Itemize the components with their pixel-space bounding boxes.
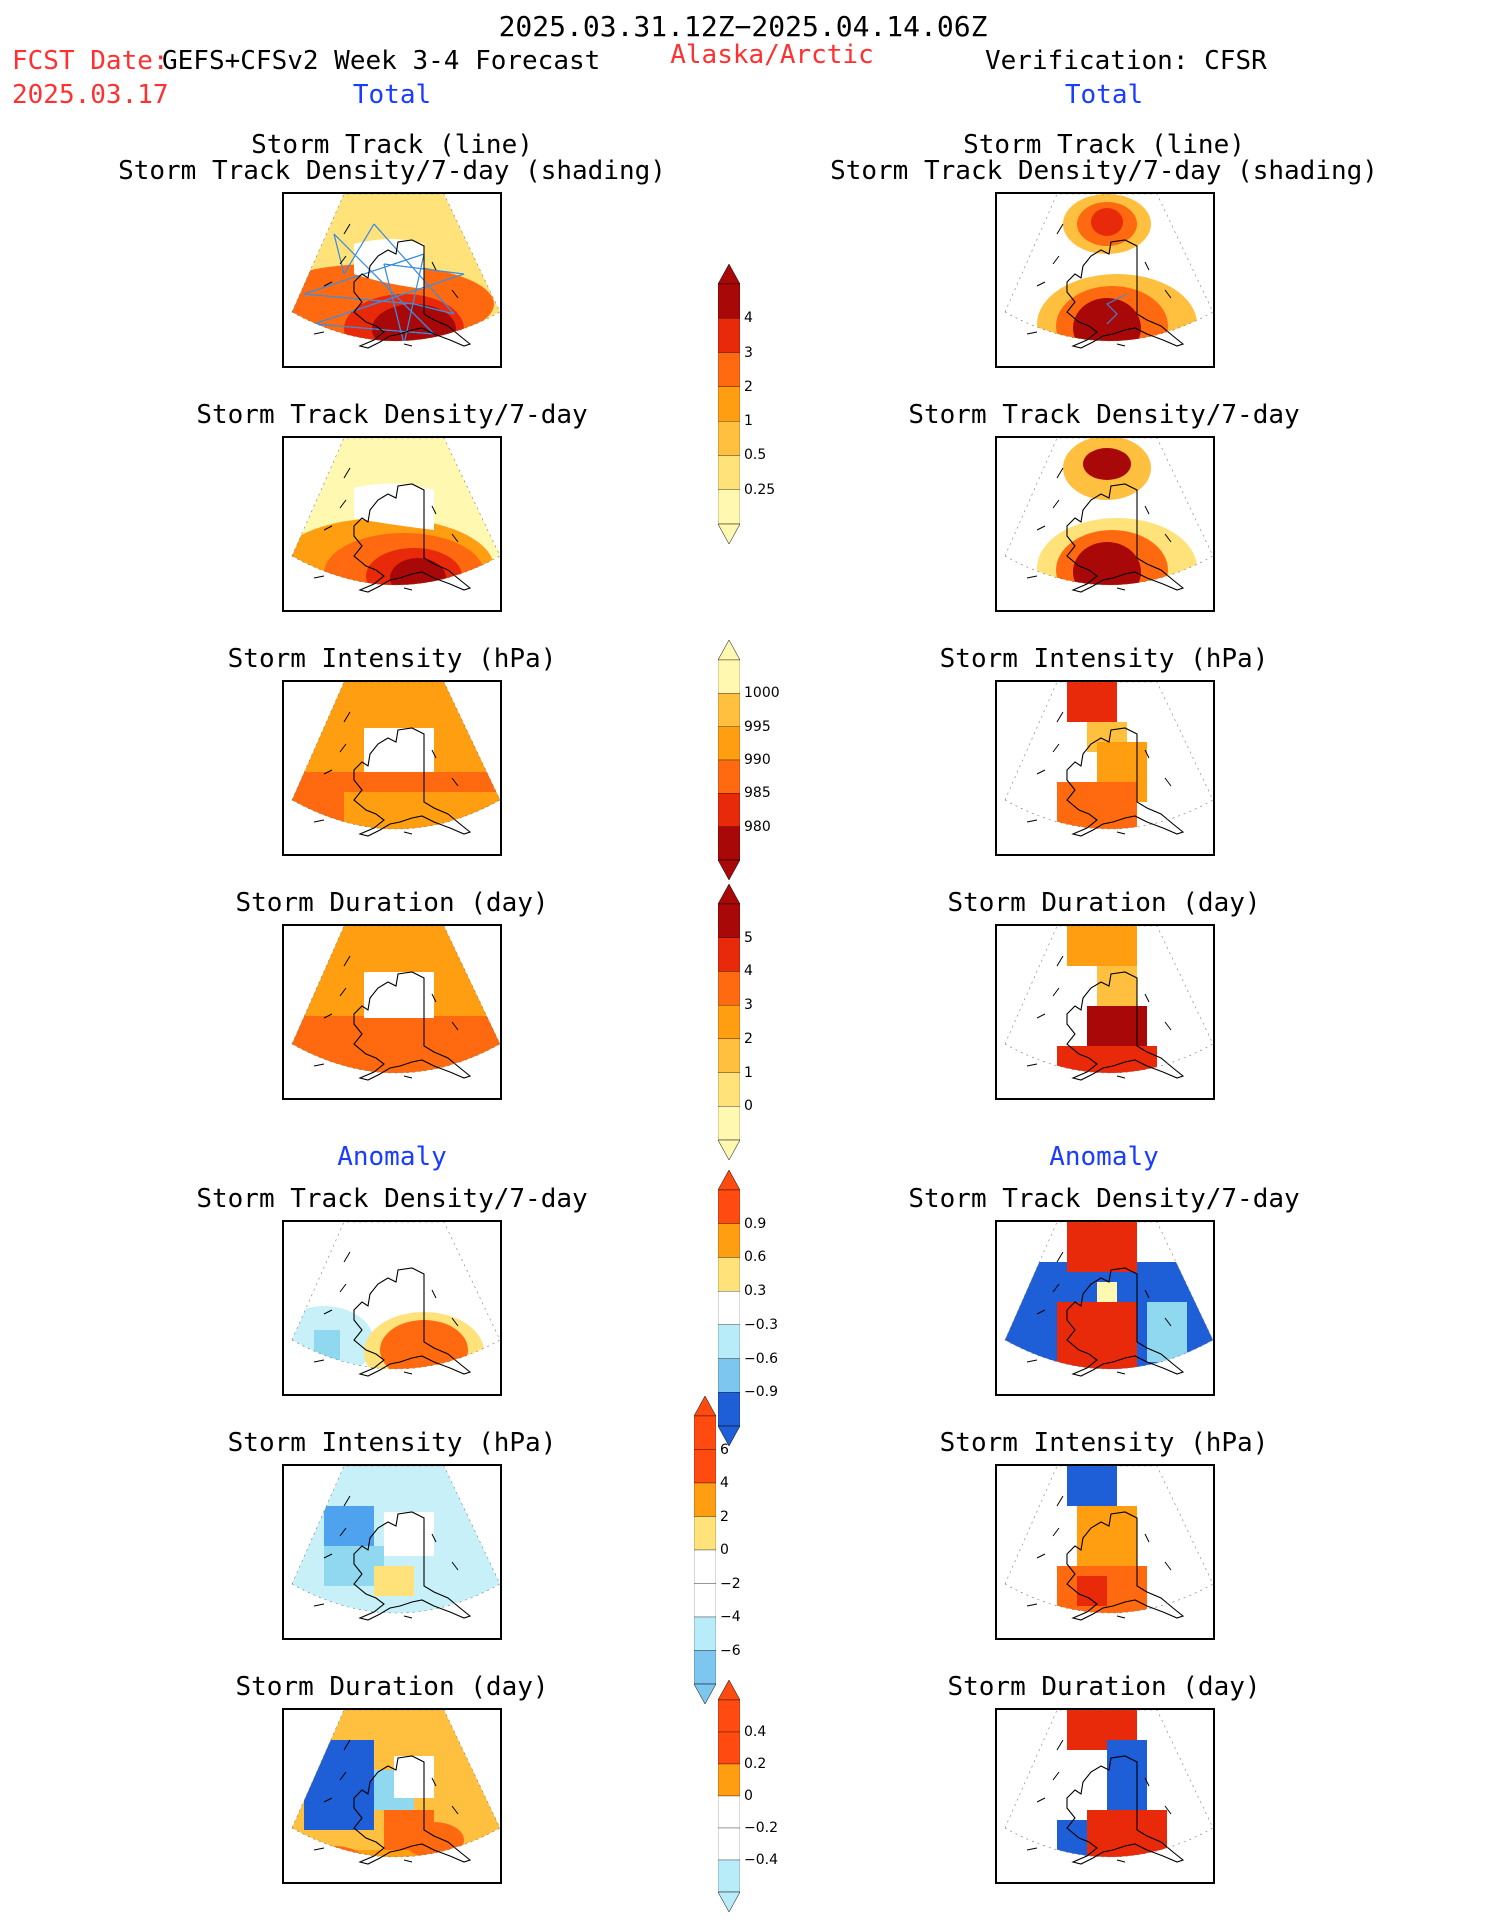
- colorbar-tick-label: 1: [744, 413, 753, 430]
- colorbar-density-anom: 0.9 0.6 0.3 −0.3 −0.6 −0.9: [718, 1170, 788, 1446]
- colorbar-intensity-anom: 6 4 2 0 −2 −4 −6: [694, 1396, 764, 1704]
- colorbar-tick-label: 6: [720, 1441, 729, 1458]
- colorbar-tick-label: 4: [744, 310, 753, 327]
- colorbar-tick-label: 0.3: [744, 1283, 767, 1300]
- map-anom-intensity-verification: [995, 1464, 1215, 1640]
- map-track-forecast: [282, 192, 502, 368]
- colorbar-tick-label: 1: [744, 1064, 753, 1081]
- map-anom-intensity-forecast: [282, 1464, 502, 1640]
- title-intensity-left: Storm Intensity (hPa): [227, 644, 557, 674]
- colorbar-tick-label: 0.4: [744, 1724, 767, 1740]
- map-intensity-forecast: [282, 680, 502, 856]
- title-intensity-right: Storm Intensity (hPa): [939, 644, 1269, 674]
- title-track-line-left: Storm Track (line): [251, 130, 533, 160]
- colorbar-tick-label: 995: [744, 718, 771, 735]
- colorbar-tick-label: 0.25: [744, 481, 776, 498]
- colorbar-tick-label: 0: [744, 1098, 753, 1115]
- colorbar-tick-label: 985: [744, 785, 771, 802]
- section-anomaly-right: Anomaly: [1049, 1142, 1159, 1172]
- colorbar-tick-label: 4: [744, 963, 753, 980]
- colorbar-tick-label: 0: [744, 1788, 753, 1804]
- map-track-verification: [995, 192, 1215, 368]
- title-anom-duration-right: Storm Duration (day): [947, 1672, 1261, 1702]
- map-duration-verification: [995, 924, 1215, 1100]
- map-duration-forecast: [282, 924, 502, 1100]
- title-anom-intensity-left: Storm Intensity (hPa): [227, 1428, 557, 1458]
- colorbar-duration-total: 5 4 3 2 1 0: [718, 884, 788, 1160]
- colorbar-tick-label: −6: [720, 1642, 741, 1659]
- map-anom-density-forecast: [282, 1220, 502, 1396]
- title-density-left: Storm Track Density/7-day: [196, 400, 588, 430]
- colorbar-tick-label: 4: [720, 1475, 729, 1491]
- title-anom-density-right: Storm Track Density/7-day: [908, 1184, 1300, 1214]
- map-density-verification: [995, 436, 1215, 612]
- colorbar-tick-label: −0.9: [744, 1384, 778, 1401]
- map-density-forecast: [282, 436, 502, 612]
- colorbar-tick-label: −0.6: [744, 1350, 778, 1367]
- section-total-right: Total: [1064, 80, 1144, 110]
- colorbar-tick-label: 2: [744, 1030, 753, 1047]
- title-track-shading-left: Storm Track Density/7-day (shading): [118, 156, 666, 186]
- colorbar-tick-label: 980: [744, 818, 771, 835]
- section-anomaly-left: Anomaly: [337, 1142, 447, 1172]
- title-track-shading-right: Storm Track Density/7-day (shading): [830, 156, 1378, 186]
- title-anom-intensity-right: Storm Intensity (hPa): [939, 1428, 1269, 1458]
- colorbar-tick-label: 2: [744, 378, 753, 395]
- map-anom-duration-verification: [995, 1708, 1215, 1884]
- colorbar-tick-label: −0.3: [744, 1316, 778, 1333]
- colorbar-tick-label: 1000: [744, 685, 780, 702]
- colorbar-intensity-total: 1000 995 990 985 980: [718, 640, 788, 880]
- title-duration-left: Storm Duration (day): [235, 888, 549, 918]
- title-duration-right: Storm Duration (day): [947, 888, 1261, 918]
- colorbar-density-total: 4 3 2 1 0.5 0.25: [718, 264, 788, 544]
- map-anom-duration-forecast: [282, 1708, 502, 1884]
- colorbar-tick-label: 5: [744, 929, 753, 946]
- period-title: 2025.03.31.12Z−2025.04.14.06Z: [498, 10, 988, 43]
- fcst-date: 2025.03.17: [12, 80, 169, 110]
- fcst-label: FCST Date:: [12, 46, 169, 76]
- colorbar-tick-label: 3: [744, 997, 753, 1014]
- colorbar-tick-label: −4: [720, 1609, 741, 1625]
- colorbar-tick-label: 0: [720, 1542, 729, 1558]
- verification-label: Verification: CFSR: [985, 46, 1267, 76]
- colorbar-tick-label: −2: [720, 1575, 741, 1592]
- colorbar-tick-label: 0.2: [744, 1756, 767, 1772]
- colorbar-tick-label: −0.4: [744, 1852, 778, 1868]
- map-anom-density-verification: [995, 1220, 1215, 1396]
- fcst-model: GEFS+CFSv2 Week 3-4 Forecast: [162, 46, 601, 76]
- colorbar-tick-label: −0.2: [744, 1820, 778, 1836]
- section-total-left: Total: [352, 80, 432, 110]
- colorbar-tick-label: 0.9: [744, 1215, 767, 1232]
- title-anom-density-left: Storm Track Density/7-day: [196, 1184, 588, 1214]
- colorbar-tick-label: 0.5: [744, 447, 767, 464]
- title-anom-duration-left: Storm Duration (day): [235, 1672, 549, 1702]
- colorbar-tick-label: 2: [720, 1508, 729, 1525]
- title-track-line-right: Storm Track (line): [963, 130, 1245, 160]
- colorbar-duration-anom: 0.4 0.2 0 −0.2 −0.4: [718, 1680, 788, 1912]
- colorbar-tick-label: 3: [744, 344, 753, 361]
- region-label: Alaska/Arctic: [670, 40, 874, 70]
- map-intensity-verification: [995, 680, 1215, 856]
- colorbar-tick-label: 0.6: [744, 1249, 767, 1266]
- colorbar-tick-label: 990: [744, 752, 771, 768]
- title-density-right: Storm Track Density/7-day: [908, 400, 1300, 430]
